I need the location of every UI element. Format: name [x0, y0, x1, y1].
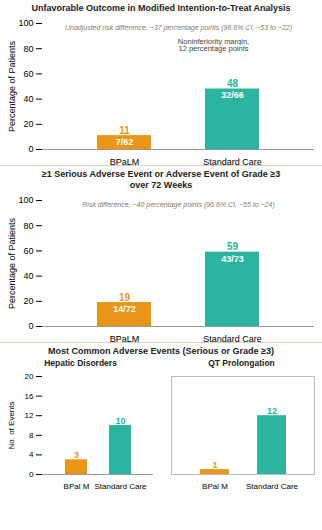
svg-text:3: 3: [74, 450, 79, 460]
html-text:Most Common Adverse Events (Se: Most Common Adverse Events (Serious or G…: [47, 346, 275, 356]
svg-text:Unadjusted risk difference, −3: Unadjusted risk difference, −37 percenta…: [65, 24, 292, 32]
svg-text:20: 20: [25, 372, 34, 381]
svg-text:11: 11: [119, 125, 130, 136]
svg-text:100: 100: [18, 18, 33, 28]
svg-text:0: 0: [29, 470, 34, 479]
html-text:Hepatic Disorders: Hepatic Disorders: [44, 358, 117, 368]
svg-text:4: 4: [29, 450, 34, 459]
svg-text:20: 20: [23, 119, 33, 129]
svg-text:100: 100: [18, 195, 33, 205]
svg-text:0: 0: [28, 321, 33, 331]
html-text:≥1 Serious Adverse Event or Ad: ≥1 Serious Adverse Event or Adverse Even…: [41, 169, 281, 190]
html-text:QT Prolongation: QT Prolongation: [208, 358, 275, 368]
svg-text:16: 16: [25, 392, 34, 401]
svg-text:60: 60: [23, 69, 33, 79]
svg-text:14/72: 14/72: [113, 304, 136, 314]
html-text:Unfavorable Outcome in Modifie: Unfavorable Outcome in Modified Intentio…: [31, 3, 291, 13]
svg-text:Standard Care: Standard Care: [94, 482, 147, 490]
svg-text:Risk difference, −40 percentag: Risk difference, −40 percentage points (…: [82, 201, 274, 209]
svg-text:7/62: 7/62: [116, 137, 134, 147]
svg-text:8: 8: [29, 431, 34, 440]
svg-text:10: 10: [115, 416, 125, 426]
svg-text:59: 59: [227, 241, 239, 252]
svg-text:BPal M: BPal M: [202, 482, 228, 490]
svg-text:Percentage of Patients: Percentage of Patients: [7, 40, 17, 132]
svg-text:19: 19: [119, 292, 131, 303]
svg-text:80: 80: [23, 221, 33, 231]
svg-text:BPaLM: BPaLM: [110, 157, 140, 165]
svg-text:12: 12: [25, 411, 34, 420]
svg-text:32/66: 32/66: [221, 90, 244, 100]
svg-text:Standard Care: Standard Care: [203, 157, 262, 165]
svg-text:No. of Events: No. of Events: [7, 401, 16, 449]
svg-text:BPal M: BPal M: [64, 482, 90, 490]
svg-text:0: 0: [28, 144, 33, 154]
svg-text:1: 1: [212, 460, 217, 470]
svg-text:Noninferiority margin,12 perce: Noninferiority margin,12 percentage poin…: [178, 37, 249, 54]
svg-text:Standard Care: Standard Care: [246, 482, 299, 490]
svg-text:40: 40: [23, 94, 33, 104]
svg-text:60: 60: [23, 246, 33, 256]
svg-text:40: 40: [23, 271, 33, 281]
svg-text:BPaLM: BPaLM: [110, 334, 140, 342]
svg-text:12: 12: [267, 406, 277, 416]
svg-text:20: 20: [23, 296, 33, 306]
svg-text:80: 80: [23, 44, 33, 54]
svg-text:43/73: 43/73: [221, 254, 244, 264]
svg-text:48: 48: [227, 78, 239, 89]
svg-text:Standard Care: Standard Care: [203, 334, 262, 342]
svg-text:Percentage of Patients: Percentage of Patients: [7, 217, 17, 309]
